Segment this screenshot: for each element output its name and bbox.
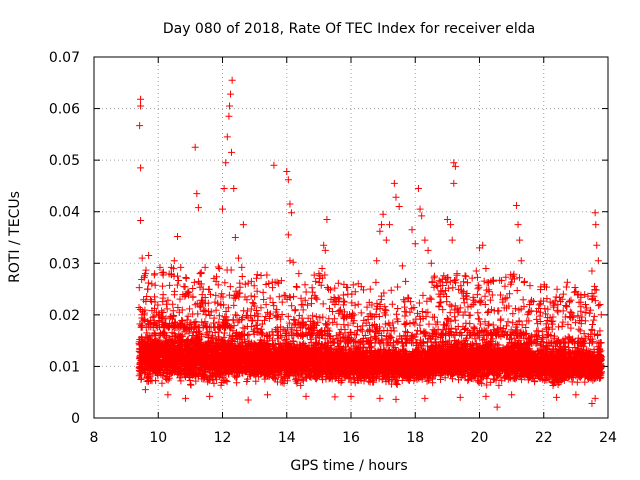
data-point	[295, 270, 303, 278]
data-point	[238, 272, 246, 280]
data-point	[201, 263, 209, 271]
data-point	[143, 292, 151, 300]
data-point	[243, 331, 251, 339]
data-point	[144, 370, 152, 378]
data-point	[233, 379, 241, 387]
data-point	[186, 377, 194, 385]
data-point	[182, 274, 190, 282]
data-point	[170, 291, 178, 299]
data-point	[223, 378, 231, 386]
data-point	[220, 333, 228, 341]
data-point	[310, 271, 318, 279]
x-tick-label: 20	[471, 430, 489, 446]
data-point	[291, 306, 299, 314]
x-tick-label: 16	[342, 430, 360, 446]
y-tick-label: 0.06	[49, 102, 80, 118]
data-point	[151, 281, 159, 289]
data-point	[190, 278, 198, 286]
data-point	[157, 371, 165, 379]
data-point	[166, 281, 174, 289]
tick-layer: 8 10 12 14 16 18 20 22 24 0 0.01 0.02 0.03 0.04 0.05 0.…	[49, 50, 617, 446]
data-point	[173, 334, 181, 342]
data-point	[159, 291, 167, 299]
data-point	[144, 279, 152, 287]
data-point	[312, 313, 320, 321]
data-point	[212, 291, 220, 299]
y-tick-label: 0.07	[49, 50, 80, 66]
x-tick-label: 22	[535, 430, 553, 446]
data-point	[259, 288, 267, 296]
data-point	[158, 379, 166, 387]
y-tick-label: 0.01	[49, 359, 80, 375]
x-tick-label: 12	[214, 430, 232, 446]
y-tick-label: 0.02	[49, 308, 80, 324]
data-point	[159, 282, 167, 290]
y-tick-label: 0.05	[49, 153, 80, 169]
data-point	[202, 331, 210, 339]
data-point	[143, 329, 151, 337]
data-points	[135, 76, 606, 411]
data-point	[169, 300, 177, 308]
data-point	[135, 284, 143, 292]
data-point	[194, 335, 202, 343]
data-point	[301, 281, 309, 289]
data-point	[200, 306, 208, 314]
data-point	[212, 306, 220, 314]
data-point	[302, 288, 310, 296]
data-point	[293, 283, 301, 291]
data-point	[206, 290, 214, 298]
x-tick-label: 8	[90, 430, 99, 446]
grid-layer	[94, 57, 608, 418]
data-point	[189, 285, 197, 293]
data-point	[180, 366, 188, 374]
data-point	[263, 271, 271, 279]
data-point	[218, 290, 226, 298]
data-point	[175, 276, 183, 284]
data-point	[214, 263, 222, 271]
x-tick-label: 24	[599, 430, 617, 446]
data-point	[137, 323, 145, 331]
data-point	[157, 330, 165, 338]
data-point	[137, 374, 145, 382]
data-point	[288, 302, 296, 310]
data-point	[151, 270, 159, 278]
data-point	[205, 285, 213, 293]
x-tick-label: 10	[149, 430, 167, 446]
y-tick-label: 0.03	[49, 256, 80, 272]
data-point	[270, 302, 278, 310]
data-point	[228, 342, 236, 350]
data-point	[142, 266, 150, 274]
data-point	[307, 300, 315, 308]
data-point	[144, 285, 152, 293]
data-point	[308, 284, 316, 292]
data-point	[253, 271, 261, 279]
x-tick-label: 18	[406, 430, 424, 446]
data-point	[187, 381, 195, 389]
data-point	[150, 330, 158, 338]
data-point	[319, 300, 327, 308]
data-point	[226, 283, 234, 291]
data-point	[284, 312, 292, 320]
data-point	[186, 305, 194, 313]
data-point	[247, 292, 255, 300]
data-point	[173, 281, 181, 289]
data-point	[196, 329, 204, 337]
chart-title: Day 080 of 2018, Rate Of TEC Index for r…	[163, 21, 535, 37]
y-tick-label: 0	[71, 411, 80, 427]
data-point	[236, 279, 244, 287]
data-point	[227, 266, 235, 274]
x-tick-label: 14	[278, 430, 296, 446]
data-point	[291, 307, 299, 315]
data-point	[177, 377, 185, 385]
data-point	[210, 379, 218, 387]
y-tick-label: 0.04	[49, 205, 80, 221]
